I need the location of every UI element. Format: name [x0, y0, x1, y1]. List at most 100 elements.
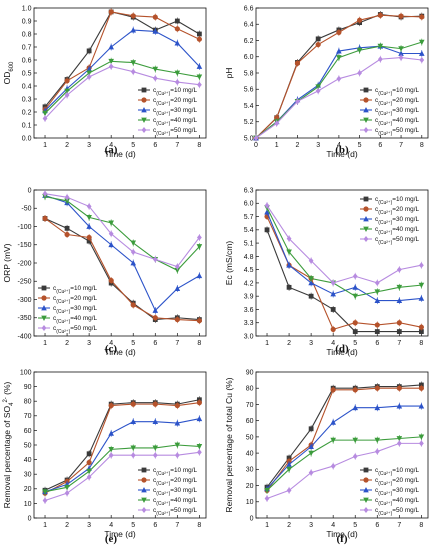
x-tick-label: 3 [316, 142, 320, 149]
data-point [396, 266, 402, 273]
series-line [266, 207, 422, 297]
legend-label: c(Cu²⁺)=10 mg/L [153, 87, 198, 97]
data-point [330, 290, 336, 297]
y-tick-label: 70 [246, 402, 254, 409]
series-line [266, 405, 422, 490]
data-point [330, 419, 336, 425]
data-point [130, 60, 137, 66]
y-tick-label: 40 [246, 451, 254, 458]
y-tick-label: 0.5 [22, 70, 32, 77]
x-tick-label: 8 [197, 142, 201, 149]
data-point [64, 198, 70, 204]
data-point [357, 17, 363, 23]
y-tick-label: 90 [246, 369, 254, 376]
y-tick-label: -50 [21, 206, 31, 213]
legend-marker [363, 507, 369, 513]
legend-marker [363, 87, 369, 93]
legend-marker [141, 107, 147, 113]
data-point [42, 110, 48, 117]
data-point [374, 289, 381, 295]
y-tick-label: -350 [17, 315, 31, 322]
legend: c(Cu²⁺)=10 mg/Lc(Cu²⁺)=20 mg/Lc(Cu²⁺)=30… [360, 467, 420, 517]
y-tick-label: 100 [20, 369, 32, 376]
x-tick-label: 3 [309, 522, 313, 529]
data-point [418, 282, 425, 289]
data-point [419, 14, 425, 20]
data-point [264, 488, 270, 494]
data-point [196, 31, 202, 37]
data-point [418, 324, 424, 330]
data-point [315, 87, 321, 94]
y-axis-label: Removal percentage of SO42- (%) [2, 381, 15, 508]
data-point [308, 293, 314, 299]
data-point [356, 47, 363, 54]
y-tick-label: -200 [17, 260, 31, 267]
legend-label: c(Cu²⁺)=40 mg/L [375, 117, 420, 127]
data-point [174, 452, 180, 459]
y-tick-label: 6.0 [244, 201, 254, 208]
data-point [352, 273, 358, 280]
legend-label: c(Cu²⁺)=30 mg/L [53, 305, 98, 315]
data-point [418, 434, 425, 440]
legend-label: c(Cu²⁺)=40 mg/L [375, 497, 420, 507]
x-tick-label: 5 [353, 340, 357, 347]
data-point [196, 234, 202, 241]
plot-frame [255, 371, 429, 519]
data-point [174, 316, 180, 323]
data-point [352, 284, 359, 290]
data-point [174, 402, 180, 409]
data-point [418, 295, 425, 301]
data-point [418, 440, 424, 447]
data-point [64, 225, 70, 231]
data-point [86, 238, 92, 244]
y-tick-label: -100 [17, 224, 31, 231]
data-point [396, 403, 403, 409]
y-tick-label: 80 [246, 386, 254, 393]
data-point [374, 385, 380, 391]
data-point [152, 445, 159, 451]
data-point [42, 215, 48, 222]
legend-label: c(Cu²⁺)=40 mg/L [53, 315, 98, 325]
x-tick-label: 8 [197, 522, 201, 529]
legend-marker [141, 97, 147, 103]
x-tick-label: 7 [397, 340, 401, 347]
x-tick-label: 3 [87, 142, 91, 149]
panel-label: (b) [335, 144, 349, 156]
data-point [398, 13, 404, 19]
data-point [308, 276, 314, 282]
data-point [330, 437, 336, 444]
data-point [130, 27, 137, 33]
data-point [330, 279, 336, 286]
legend-label: c(Cu²⁺)=50 mg/L [153, 127, 198, 137]
data-point [377, 56, 383, 63]
data-point [130, 249, 136, 256]
y-axis-label: Ec (mS/cm) [224, 241, 234, 286]
data-point [130, 68, 136, 75]
x-axis-label: Time (d) [326, 347, 357, 357]
x-tick-label: 1 [275, 142, 279, 149]
y-tick-label: 5.4 [244, 227, 254, 234]
data-point [108, 402, 114, 409]
data-point [42, 190, 48, 197]
y-tick-label: -250 [17, 279, 31, 286]
y-tick-label: 30 [246, 467, 254, 474]
y-tick-label: 6.0 [244, 54, 254, 61]
y-tick-label: 0.8 [22, 31, 32, 38]
x-tick-label: 4 [109, 522, 113, 529]
data-point [42, 497, 48, 504]
legend-marker [141, 507, 147, 513]
y-tick-label: 5.1 [244, 240, 254, 247]
y-tick-label: 30 [24, 472, 32, 479]
legend-label: c(Cu²⁺)=10 mg/L [53, 285, 98, 295]
legend-label: c(Cu²⁺)=30 mg/L [153, 107, 198, 117]
legend-marker [41, 325, 47, 331]
series-line [266, 216, 422, 331]
series-line [44, 11, 200, 108]
y-tick-label: 3.9 [244, 294, 254, 301]
data-point [64, 88, 70, 95]
panel-label: (c) [105, 343, 118, 355]
x-tick-label: 8 [419, 522, 423, 529]
data-point [374, 437, 381, 444]
y-tick-label: 0.0 [22, 135, 32, 142]
